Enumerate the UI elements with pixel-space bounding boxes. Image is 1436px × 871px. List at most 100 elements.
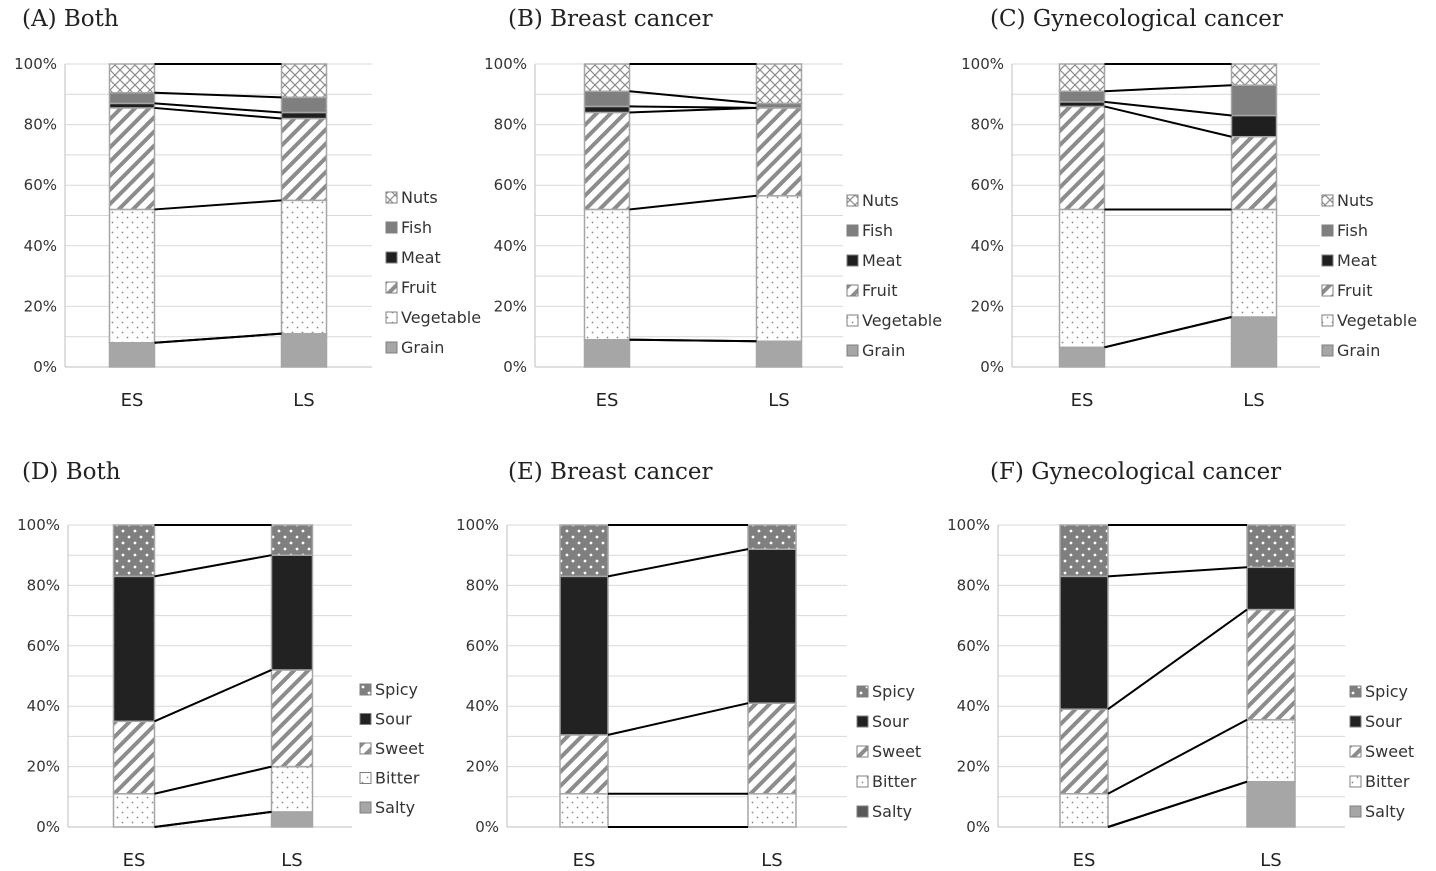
legend-swatch-sour	[856, 715, 869, 728]
legend-swatch-bitter	[1349, 775, 1362, 788]
x-tick-label: ES	[573, 850, 596, 871]
bar-segment-salty-ls	[1246, 780, 1296, 828]
legend-label-spicy: Spicy	[872, 682, 915, 701]
bar-segment-grain-es	[1058, 346, 1106, 368]
bar-segment-spicy-es	[1059, 524, 1109, 578]
bar-segment-fruit-ls	[280, 117, 328, 202]
connector-line	[629, 90, 757, 105]
connector-line	[154, 669, 272, 723]
y-tick-label: 100%	[484, 55, 527, 73]
bar-segment-sweet-ls	[270, 669, 314, 768]
bar-segment-nuts-ls	[280, 63, 328, 99]
y-tick-label: 100%	[947, 516, 990, 534]
connector-line-base	[1104, 316, 1232, 349]
y-tick-label: 20%	[24, 297, 57, 315]
chart-panel-2: (C) Gynecological cancer 0% 20% 40% 60% 80% 10…	[961, 6, 1417, 411]
legend-swatch-grain	[385, 341, 398, 354]
y-tick-label: 0%	[980, 358, 1004, 376]
y-tick-label: 60%	[24, 176, 57, 194]
y-tick-label: 0%	[33, 358, 57, 376]
x-tick-label: ES	[1071, 390, 1094, 411]
legend-label-fruit: Fruit	[401, 278, 436, 297]
bar-segment-sour-es	[1059, 575, 1109, 710]
connector-line	[154, 102, 282, 114]
bar-segment-bitter-es	[112, 793, 156, 828]
legend-swatch-sour	[359, 713, 372, 725]
y-tick-label: 80%	[466, 576, 499, 594]
legend-label-vegetable: Vegetable	[862, 311, 942, 330]
x-tick-label: ES	[123, 850, 146, 871]
legend-label-sour: Sour	[375, 710, 412, 729]
legend-swatch-grain	[846, 344, 859, 357]
x-tick-label: ES	[596, 390, 619, 411]
bar-segment-vegetable-es	[583, 208, 631, 341]
x-tick-label: LS	[1260, 850, 1281, 871]
legend-label-vegetable: Vegetable	[1337, 311, 1417, 330]
y-tick-label: 80%	[24, 116, 57, 134]
y-tick-label: 0%	[503, 358, 527, 376]
bar-segment-sour-ls	[747, 548, 797, 704]
legend-swatch-fruit	[1321, 284, 1334, 297]
connector-line	[607, 548, 749, 578]
legend-swatch-fruit	[846, 284, 859, 297]
bar-segment-grain-es	[108, 342, 156, 368]
legend-swatch-sour	[1349, 715, 1362, 728]
chart-panel-1: (B) Breast cancer 0% 20% 40% 60% 80% 100% ES LS N…	[484, 6, 942, 411]
y-tick-label: 100%	[456, 516, 499, 534]
bar-segment-bitter-ls	[747, 793, 797, 828]
legend-swatch-bitter	[856, 775, 869, 788]
connector-line-base	[154, 332, 282, 344]
connector-line	[629, 106, 757, 114]
connector-line-base	[154, 810, 272, 828]
bar-segment-nuts-es	[583, 63, 631, 93]
connector-line	[154, 106, 282, 120]
legend-swatch-fish	[1321, 224, 1334, 237]
y-tick-label: 80%	[957, 576, 990, 594]
bar-segment-vegetable-es	[1058, 208, 1106, 349]
legend-swatch-meat	[846, 254, 859, 267]
bar-segment-spicy-ls	[270, 524, 314, 556]
bar-segment-grain-ls	[1230, 316, 1278, 368]
x-tick-label: LS	[1243, 390, 1264, 411]
legend-label-meat: Meat	[1337, 251, 1377, 270]
legend-label-vegetable: Vegetable	[401, 308, 481, 327]
legend-label-salty: Salty	[872, 802, 912, 821]
legend-label-meat: Meat	[862, 251, 902, 270]
legend-label-salty: Salty	[1365, 802, 1405, 821]
connector-line	[154, 554, 272, 578]
legend-label-fish: Fish	[862, 221, 893, 240]
legend-label-grain: Grain	[1337, 341, 1380, 360]
panel-title: (B) Breast cancer	[508, 6, 713, 32]
bar-segment-fruit-ls	[755, 107, 803, 197]
y-tick-label: 60%	[494, 176, 527, 194]
bar-segment-fruit-ls	[1230, 135, 1278, 211]
bar-segment-vegetable-es	[108, 208, 156, 344]
y-tick-label: 100%	[17, 516, 60, 534]
bar-segment-nuts-es	[108, 63, 156, 94]
legend-label-spicy: Spicy	[1365, 682, 1408, 701]
bar-segment-sweet-ls	[747, 702, 797, 795]
y-tick-label: 20%	[494, 297, 527, 315]
bar-segment-spicy-ls	[747, 524, 797, 550]
legend-swatch-fruit	[385, 281, 398, 294]
panel-title: (A) Both	[22, 6, 119, 32]
legend-swatch-salty	[359, 801, 372, 814]
panel-title: (F) Gynecological cancer	[990, 459, 1281, 485]
bar-segment-vegetable-ls	[1230, 208, 1278, 318]
legend-swatch-nuts	[1321, 194, 1334, 207]
bar-segment-fish-es	[108, 92, 156, 105]
legend-label-bitter: Bitter	[872, 772, 917, 791]
y-tick-label: 60%	[466, 637, 499, 655]
legend-swatch-vegetable	[385, 311, 398, 324]
y-tick-label: 40%	[957, 697, 990, 715]
bar-segment-nuts-es	[1058, 63, 1106, 93]
y-tick-label: 40%	[27, 697, 60, 715]
legend-label-sour: Sour	[872, 712, 909, 731]
legend-swatch-salty	[1349, 805, 1362, 818]
bar-segment-nuts-ls	[1230, 63, 1278, 86]
legend-label-sweet: Sweet	[375, 739, 424, 758]
connector-line	[629, 105, 757, 109]
legend-swatch-nuts	[846, 194, 859, 207]
bar-segment-fruit-es	[108, 107, 156, 211]
